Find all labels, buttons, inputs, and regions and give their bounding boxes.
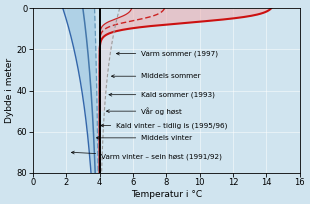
Text: Middels vinter: Middels vinter (96, 135, 193, 141)
Text: Kald sommer (1993): Kald sommer (1993) (109, 91, 215, 98)
X-axis label: Temperatur i °C: Temperatur i °C (131, 190, 202, 199)
Y-axis label: Dybde i meter: Dybde i meter (5, 58, 14, 123)
Text: Varm sommer (1997): Varm sommer (1997) (117, 50, 218, 57)
Text: Middels sommer: Middels sommer (112, 73, 201, 79)
Text: Varm vinter – sein høst (1991/92): Varm vinter – sein høst (1991/92) (71, 151, 222, 160)
Text: Kald vinter – tidlig is (1995/96): Kald vinter – tidlig is (1995/96) (101, 122, 228, 129)
Text: Vår og høst: Vår og høst (106, 107, 182, 115)
